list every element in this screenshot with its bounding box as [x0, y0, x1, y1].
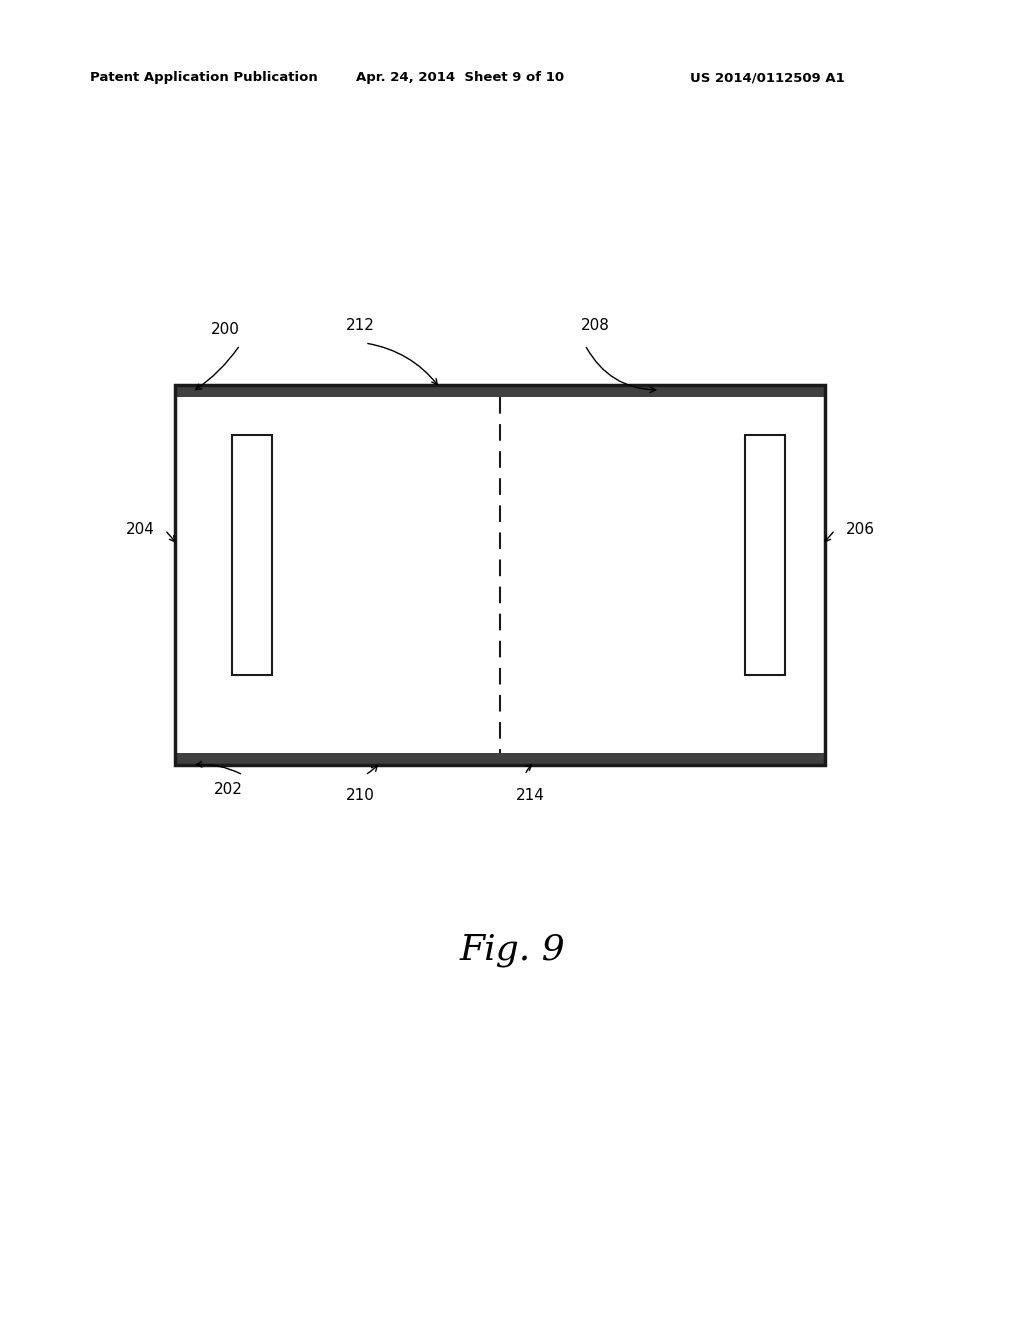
Text: 212: 212 [345, 318, 375, 333]
Bar [232, 436, 272, 675]
Bar [745, 436, 785, 675]
Text: 200: 200 [211, 322, 240, 338]
Text: Fig. 9: Fig. 9 [459, 933, 565, 968]
Text: 206: 206 [846, 523, 874, 537]
Text: Apr. 24, 2014  Sheet 9 of 10: Apr. 24, 2014 Sheet 9 of 10 [356, 71, 564, 84]
Text: 202: 202 [214, 783, 243, 797]
Text: US 2014/0112509 A1: US 2014/0112509 A1 [690, 71, 845, 84]
Bar [175, 385, 825, 766]
Text: 214: 214 [515, 788, 545, 803]
Text: 208: 208 [581, 318, 609, 333]
Text: Patent Application Publication: Patent Application Publication [90, 71, 317, 84]
Bar [175, 385, 825, 397]
Text: 210: 210 [345, 788, 375, 803]
Bar [175, 385, 825, 766]
Text: 204: 204 [126, 523, 155, 537]
Bar [175, 752, 825, 766]
